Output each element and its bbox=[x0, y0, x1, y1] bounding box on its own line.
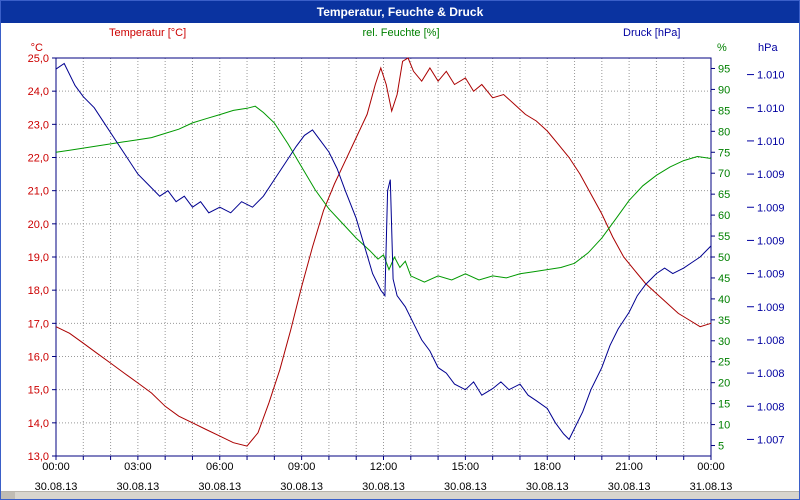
x-tick-date: 30.08.13 bbox=[444, 481, 487, 492]
pres-tick-label: 1.010 bbox=[757, 136, 785, 148]
window-title: Temperatur, Feuchte & Druck bbox=[316, 5, 484, 19]
pres-tick-label: 1.009 bbox=[757, 269, 785, 281]
x-tick-time: 18:00 bbox=[533, 461, 561, 473]
x-tick-date: 30.08.13 bbox=[35, 481, 78, 492]
temp-tick-label: 14,0 bbox=[28, 418, 49, 430]
hum-tick-label: 70 bbox=[718, 168, 730, 180]
legend-feuchte: rel. Feuchte [%] bbox=[362, 27, 439, 39]
hum-tick-label: 95 bbox=[718, 63, 730, 75]
pres-tick-label: 1.009 bbox=[757, 169, 785, 181]
x-tick-time: 00:00 bbox=[697, 461, 725, 473]
pres-tick-label: 1.007 bbox=[757, 434, 785, 446]
legend-druck: Druck [hPa] bbox=[623, 27, 680, 39]
series-line-temp bbox=[55, 57, 712, 447]
hum-tick-label: 25 bbox=[718, 357, 730, 369]
x-tick-time: 00:00 bbox=[42, 461, 70, 473]
series-line-pres bbox=[55, 62, 712, 441]
x-tick-date: 30.08.13 bbox=[608, 481, 651, 492]
temp-tick-label: 23,0 bbox=[28, 119, 49, 131]
x-tick-date: 31.08.13 bbox=[690, 481, 733, 492]
hum-tick-label: 50 bbox=[718, 252, 730, 264]
chart-svg: Temperatur [°C] rel. Feuchte [%] Druck [… bbox=[28, 27, 785, 492]
pres-tick-label: 1.010 bbox=[757, 70, 785, 82]
hum-tick-label: 80 bbox=[718, 126, 730, 138]
x-tick-time: 06:00 bbox=[206, 461, 234, 473]
horizontal-scrollbar[interactable] bbox=[1, 491, 799, 499]
temp-tick-label: 24,0 bbox=[28, 86, 49, 98]
hum-tick-label: 55 bbox=[718, 231, 730, 243]
temp-axis-unit: °C bbox=[31, 42, 43, 54]
temp-tick-label: 21,0 bbox=[28, 186, 49, 198]
x-tick-time: 21:00 bbox=[615, 461, 643, 473]
pres-axis-unit: hPa bbox=[758, 42, 778, 54]
hum-tick-label: 85 bbox=[718, 105, 730, 117]
pres-tick-label: 1.009 bbox=[757, 235, 785, 247]
temp-tick-label: 22,0 bbox=[28, 153, 49, 165]
pres-tick-label: 1.009 bbox=[757, 202, 785, 214]
hum-axis-unit: % bbox=[717, 42, 727, 54]
hum-tick-label: 5 bbox=[718, 441, 724, 453]
temp-tick-label: 13,0 bbox=[28, 451, 49, 463]
temp-tick-label: 20,0 bbox=[28, 219, 49, 231]
hum-tick-label: 75 bbox=[718, 147, 730, 159]
temp-tick-label: 17,0 bbox=[28, 318, 49, 330]
x-tick-date: 30.08.13 bbox=[198, 481, 241, 492]
scrollbar-corner[interactable] bbox=[1, 492, 15, 499]
x-tick-date: 30.08.13 bbox=[280, 481, 323, 492]
x-tick-date: 30.08.13 bbox=[526, 481, 569, 492]
pres-tick-label: 1.008 bbox=[757, 401, 785, 413]
x-tick-time: 09:00 bbox=[288, 461, 316, 473]
temp-tick-label: 16,0 bbox=[28, 352, 49, 364]
hum-tick-label: 20 bbox=[718, 378, 730, 390]
hum-tick-label: 90 bbox=[718, 84, 730, 96]
series-line-hum bbox=[55, 105, 712, 283]
hum-tick-label: 65 bbox=[718, 189, 730, 201]
pres-tick-label: 1.008 bbox=[757, 368, 785, 380]
hum-tick-label: 40 bbox=[718, 294, 730, 306]
x-tick-time: 03:00 bbox=[124, 461, 152, 473]
x-tick-time: 15:00 bbox=[452, 461, 480, 473]
legend-temperatur: Temperatur [°C] bbox=[109, 27, 186, 39]
hum-tick-label: 60 bbox=[718, 210, 730, 222]
temp-tick-label: 19,0 bbox=[28, 252, 49, 264]
hum-tick-label: 35 bbox=[718, 315, 730, 327]
hum-tick-label: 15 bbox=[718, 399, 730, 411]
x-tick-time: 12:00 bbox=[370, 461, 398, 473]
hum-tick-label: 45 bbox=[718, 273, 730, 285]
x-tick-date: 30.08.13 bbox=[116, 481, 159, 492]
pres-tick-label: 1.009 bbox=[757, 302, 785, 314]
pres-tick-label: 1.008 bbox=[757, 335, 785, 347]
pres-tick-label: 1.010 bbox=[757, 103, 785, 115]
hum-tick-label: 30 bbox=[718, 336, 730, 348]
hum-tick-label: 10 bbox=[718, 420, 730, 432]
temp-tick-label: 15,0 bbox=[28, 385, 49, 397]
temp-tick-label: 18,0 bbox=[28, 285, 49, 297]
x-tick-date: 30.08.13 bbox=[362, 481, 405, 492]
window-titlebar: Temperatur, Feuchte & Druck bbox=[1, 1, 799, 23]
temp-tick-label: 25,0 bbox=[28, 53, 49, 65]
